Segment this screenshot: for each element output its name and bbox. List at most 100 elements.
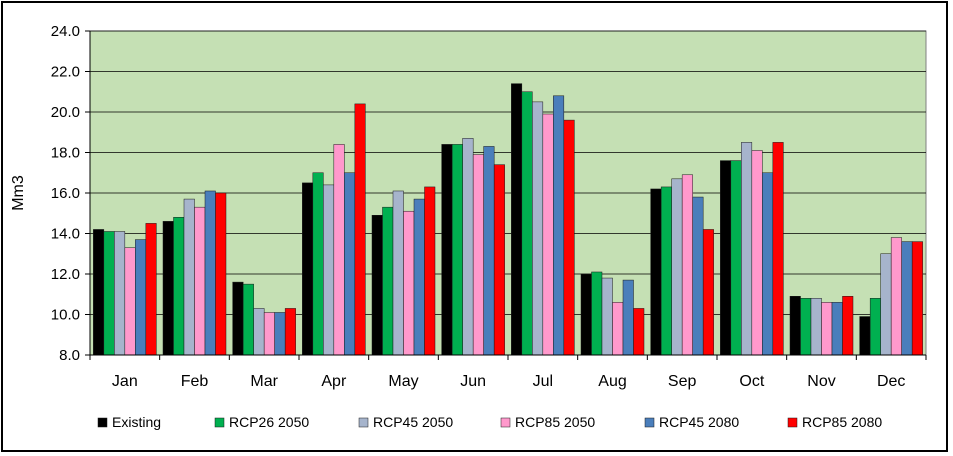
bar bbox=[263, 312, 275, 356]
bar bbox=[532, 101, 544, 356]
x-axis-categories: Jan Feb Mar Apr May Jun Jul Aug Sep Oct Nov Dec bbox=[89, 355, 927, 390]
bar bbox=[671, 178, 683, 356]
bar bbox=[312, 172, 324, 356]
bar bbox=[354, 103, 366, 356]
bar bbox=[580, 273, 592, 356]
y-tick-label: 12.0 bbox=[51, 266, 80, 283]
bar bbox=[232, 281, 244, 356]
bar bbox=[441, 144, 453, 356]
y-tick-label: 14.0 bbox=[51, 226, 80, 243]
bar bbox=[382, 206, 394, 356]
y-tick-label: 22.0 bbox=[51, 64, 80, 81]
bar bbox=[859, 316, 871, 356]
bar bbox=[601, 277, 613, 356]
bar bbox=[681, 174, 693, 356]
y-tick-label: 24.0 bbox=[51, 23, 80, 40]
bar bbox=[392, 190, 404, 356]
legend-swatch bbox=[644, 417, 655, 428]
bar bbox=[483, 146, 495, 356]
x-category-label: Apr bbox=[321, 373, 347, 390]
bar bbox=[284, 308, 296, 356]
y-tick-label: 8.0 bbox=[59, 347, 80, 364]
bar bbox=[730, 160, 742, 356]
bar bbox=[772, 142, 784, 356]
bar bbox=[413, 198, 425, 356]
x-category-label: Dec bbox=[877, 373, 905, 390]
bar bbox=[462, 138, 474, 356]
x-category-label: May bbox=[388, 373, 418, 390]
y-axis-label: Mm3 bbox=[10, 175, 27, 211]
legend-swatch bbox=[787, 417, 798, 428]
x-category-label: Jun bbox=[460, 373, 486, 390]
bar bbox=[333, 144, 345, 356]
bar bbox=[204, 190, 216, 356]
bar bbox=[403, 210, 415, 356]
x-category-label: Nov bbox=[807, 373, 835, 390]
bar bbox=[720, 160, 732, 356]
bar bbox=[162, 221, 174, 356]
bar bbox=[93, 229, 105, 356]
gridlines bbox=[90, 30, 926, 315]
bar bbox=[563, 119, 575, 356]
x-category-label: Aug bbox=[598, 373, 626, 390]
bar bbox=[650, 188, 662, 356]
bar bbox=[901, 241, 913, 356]
y-tick-label: 16.0 bbox=[51, 185, 80, 202]
bar bbox=[911, 241, 923, 356]
bar bbox=[124, 247, 136, 356]
bar bbox=[880, 253, 892, 356]
bar bbox=[702, 229, 714, 356]
bar bbox=[521, 91, 533, 356]
bar bbox=[424, 186, 436, 356]
y-tick-label: 18.0 bbox=[51, 145, 80, 162]
legend-label: RCP45 2050 bbox=[373, 414, 453, 430]
bar bbox=[821, 302, 833, 356]
bar bbox=[323, 184, 335, 356]
x-category-label: Jan bbox=[112, 373, 138, 390]
bar bbox=[135, 239, 147, 356]
x-category-label: Feb bbox=[181, 373, 209, 390]
bar bbox=[511, 83, 523, 356]
bar bbox=[660, 186, 672, 356]
y-tick-label: 10.0 bbox=[51, 307, 80, 324]
legend: Existing RCP26 2050 RCP45 2050 RCP85 2050 RC… bbox=[97, 414, 882, 430]
y-axis-ticks: 8.0 10.0 12.0 14.0 16.0 18.0 20.0 22.0 24.0 bbox=[51, 23, 90, 364]
bar bbox=[633, 308, 645, 356]
bar bbox=[612, 302, 624, 356]
bar bbox=[842, 296, 854, 356]
legend-label: RCP85 2050 bbox=[515, 414, 595, 430]
bar bbox=[274, 312, 286, 356]
bar bbox=[103, 231, 115, 356]
bar bbox=[869, 298, 881, 356]
legend-label: RCP45 2080 bbox=[659, 414, 739, 430]
bar bbox=[831, 302, 843, 356]
bar bbox=[890, 237, 902, 356]
bar bbox=[215, 192, 227, 356]
bar bbox=[302, 182, 314, 356]
bar bbox=[145, 223, 157, 356]
bar bbox=[114, 231, 126, 356]
legend-swatch bbox=[358, 417, 369, 428]
bar bbox=[242, 283, 254, 356]
bar bbox=[183, 198, 195, 356]
legend-swatch bbox=[214, 417, 225, 428]
bar bbox=[344, 172, 356, 356]
bars bbox=[93, 83, 923, 356]
bar bbox=[253, 308, 265, 356]
bar bbox=[542, 113, 554, 356]
x-category-label: Sep bbox=[668, 373, 697, 390]
bar bbox=[622, 279, 634, 356]
y-tick-label: 20.0 bbox=[51, 104, 80, 121]
legend-label: Existing bbox=[112, 414, 161, 430]
bar bbox=[194, 206, 206, 356]
bar bbox=[553, 95, 565, 356]
bar bbox=[741, 142, 753, 356]
bar bbox=[789, 296, 801, 356]
bar bbox=[451, 144, 463, 356]
bar bbox=[692, 196, 704, 356]
x-category-label: Oct bbox=[739, 373, 764, 390]
bar bbox=[173, 217, 185, 356]
legend-label: RCP85 2080 bbox=[802, 414, 882, 430]
legend-label: RCP26 2050 bbox=[229, 414, 309, 430]
